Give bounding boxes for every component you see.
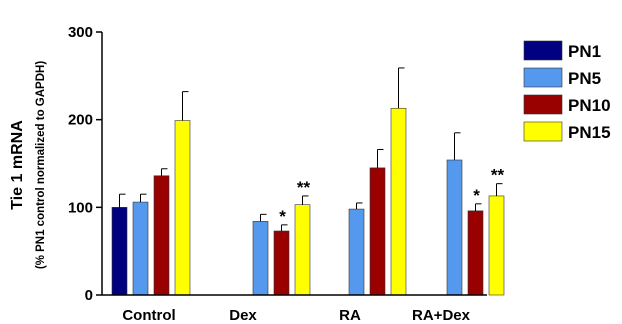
y-tick-label: 0: [85, 287, 93, 304]
axes: [101, 32, 487, 296]
bars-group: [111, 107, 505, 296]
bar-pn5-ra: [348, 208, 365, 296]
legend-label: PN1: [568, 42, 601, 61]
y-tick-label: 200: [68, 112, 93, 129]
bar-pn5-ra-dex: [446, 159, 463, 296]
legend-swatch: [523, 40, 563, 61]
y-tick-label: 100: [68, 199, 93, 216]
y-axis-label: Tie 1 mRNA (% PN1 control normalized to …: [9, 61, 47, 269]
legend-swatch: [523, 94, 563, 115]
significance-mark: *: [473, 186, 480, 205]
bar-pn5-control: [132, 201, 149, 296]
bar-pn10-ra-dex: [467, 210, 484, 296]
bar-pn15-control: [174, 120, 191, 296]
y-axis-ticks: 0 100 200 300: [68, 24, 102, 304]
legend: PN1 PN5 PN10 PN15: [523, 40, 611, 142]
x-category-label: Control: [122, 307, 175, 324]
y-axis-title: Tie 1 mRNA: [9, 120, 26, 210]
legend-swatch: [523, 121, 563, 142]
bar-pn10-dex: [273, 230, 290, 296]
legend-label: PN5: [568, 69, 601, 88]
bar-pn1-control: [111, 207, 128, 296]
significance-mark: *: [279, 207, 286, 226]
x-category-label: RA+Dex: [412, 307, 471, 324]
significance-marks: *** ***: [279, 166, 504, 226]
significance-mark: **: [491, 166, 505, 185]
bar-pn15-ra: [390, 107, 407, 296]
x-axis-categories: Control Dex RA RA+Dex: [122, 307, 470, 324]
y-tick-label: 300: [68, 24, 93, 41]
y-axis-subtitle: (% PN1 control normalized to GAPDH): [35, 61, 47, 269]
bar-pn5-dex: [252, 221, 269, 296]
bar-pn15-dex: [294, 204, 311, 296]
significance-mark: **: [297, 178, 311, 197]
legend-swatch: [523, 67, 563, 88]
x-category-label: RA: [339, 307, 361, 324]
error-bars-group: [119, 67, 503, 232]
bar-pn10-ra: [369, 167, 386, 296]
x-category-label: Dex: [229, 307, 257, 324]
bar-pn15-ra-dex: [488, 195, 505, 296]
bar-pn10-control: [153, 175, 170, 296]
legend-label: PN15: [568, 123, 611, 142]
legend-label: PN10: [568, 96, 611, 115]
